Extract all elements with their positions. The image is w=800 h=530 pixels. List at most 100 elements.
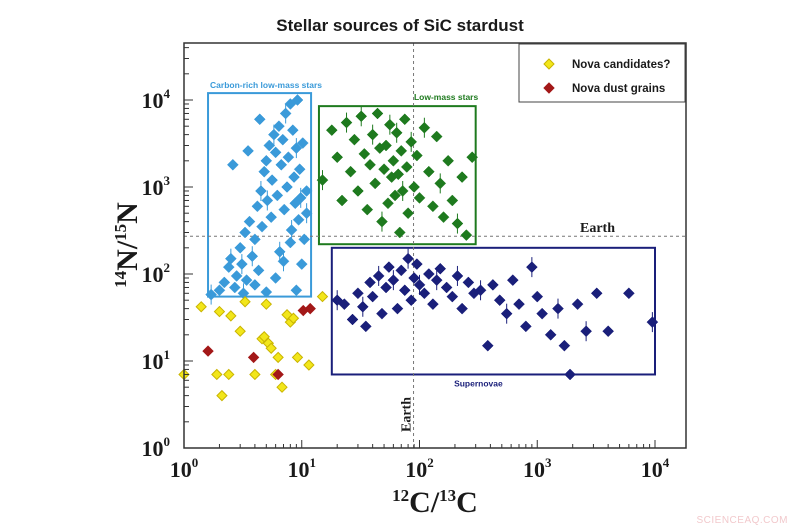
diamond-marker (218, 276, 231, 289)
region-label: Low-mass stars (414, 92, 479, 102)
diamond-marker (223, 368, 235, 381)
diamond-marker (646, 316, 659, 328)
diamond-marker (222, 261, 235, 273)
diamond-marker (346, 313, 359, 326)
diamond-marker (364, 276, 376, 289)
diamond-marker (361, 203, 374, 216)
diamond-marker (395, 264, 408, 277)
diamond-marker (271, 189, 284, 202)
earth-label-horizontal: Earth (580, 221, 615, 236)
diamond-marker (378, 163, 390, 176)
region-box (207, 92, 313, 298)
diamond-marker (263, 139, 276, 152)
y-tick-label: 103 (142, 173, 171, 200)
diamond-marker (272, 368, 284, 381)
y-axis-label: 14N/15N (111, 202, 144, 288)
diamond-marker (531, 290, 544, 303)
diamond-marker (536, 307, 548, 320)
diamond-marker (300, 207, 313, 220)
diamond-marker (239, 296, 251, 308)
diamond-marker (293, 163, 306, 176)
diamond-marker (249, 233, 261, 246)
diamond-marker (338, 298, 351, 311)
diamond-marker (380, 139, 392, 152)
y-tick-label: 101 (142, 347, 171, 374)
diamond-marker (500, 307, 513, 320)
diamond-marker (418, 287, 431, 300)
diamond-marker (269, 146, 282, 159)
x-tick-label: 101 (288, 455, 317, 482)
diamond-marker (352, 185, 364, 197)
region-box (317, 105, 477, 246)
legend: Nova candidates? Nova dust grains (518, 43, 686, 103)
y-tick-label: 104 (142, 86, 171, 113)
diamond-marker (376, 307, 388, 320)
legend-label: Nova dust grains (572, 83, 665, 95)
diamond-marker (239, 226, 251, 239)
diamond-marker (405, 136, 418, 148)
diamond-marker (437, 211, 450, 224)
diamond-marker (303, 359, 315, 371)
diamond-marker (358, 148, 371, 160)
diamond-marker (405, 294, 418, 307)
diamond-marker (240, 274, 253, 286)
x-tick-label: 103 (523, 455, 552, 482)
diamond-marker (295, 258, 308, 270)
diamond-marker (451, 217, 464, 230)
diamond-marker (348, 133, 361, 146)
diamond-marker (389, 189, 401, 202)
diamond-marker (202, 345, 214, 357)
diamond-marker (300, 185, 313, 197)
diamond-marker (602, 325, 614, 338)
diamond-marker (211, 368, 223, 381)
legend-marker (543, 58, 555, 70)
diamond-marker (225, 310, 237, 322)
diamond-marker (456, 302, 468, 315)
diamond-marker (205, 288, 217, 301)
diamond-marker (216, 389, 228, 402)
diamond-marker (398, 284, 411, 297)
diamond-marker (355, 110, 368, 123)
svg-text:12C/13C: 12C/13C (392, 486, 478, 519)
diamond-marker (383, 118, 396, 131)
diamond-marker (266, 174, 278, 186)
region-label: Supernovae (454, 378, 503, 388)
diamond-marker (246, 250, 259, 263)
diamond-marker (290, 142, 303, 154)
plot-frame (183, 42, 687, 449)
diamond-marker (552, 302, 564, 315)
diamond-marker (249, 279, 261, 291)
diamond-marker (252, 264, 265, 277)
diamond-marker (278, 203, 291, 216)
diamond-marker (260, 154, 273, 167)
diamond-marker (292, 213, 305, 226)
diamond-marker (558, 339, 571, 352)
diamond-marker (430, 274, 443, 286)
diamond-marker (316, 174, 329, 186)
diamond-marker (213, 305, 226, 318)
diamond-marker (261, 194, 274, 207)
diamond-marker (382, 197, 394, 210)
diamond-marker (225, 252, 237, 265)
diamond-marker (236, 258, 248, 270)
diamond-marker (430, 130, 443, 143)
legend-box (518, 43, 686, 103)
diamond-marker (571, 298, 584, 311)
diamond-marker (434, 177, 447, 190)
diamond-marker (408, 272, 420, 284)
diamond-marker (395, 145, 408, 157)
diamond-marker (387, 154, 400, 167)
diamond-marker (298, 233, 311, 246)
diamond-marker (390, 126, 403, 139)
diamond-marker (251, 200, 264, 213)
legend-label: Nova candidates? (572, 59, 670, 71)
diamond-marker (446, 194, 459, 207)
region-box (330, 246, 656, 376)
diamond-marker (243, 215, 256, 228)
diamond-marker (391, 302, 404, 315)
diamond-marker (383, 261, 395, 273)
diamond-marker (287, 312, 300, 324)
diamond-marker (411, 149, 423, 162)
diamond-marker (291, 351, 304, 364)
diamond-marker (427, 298, 439, 311)
